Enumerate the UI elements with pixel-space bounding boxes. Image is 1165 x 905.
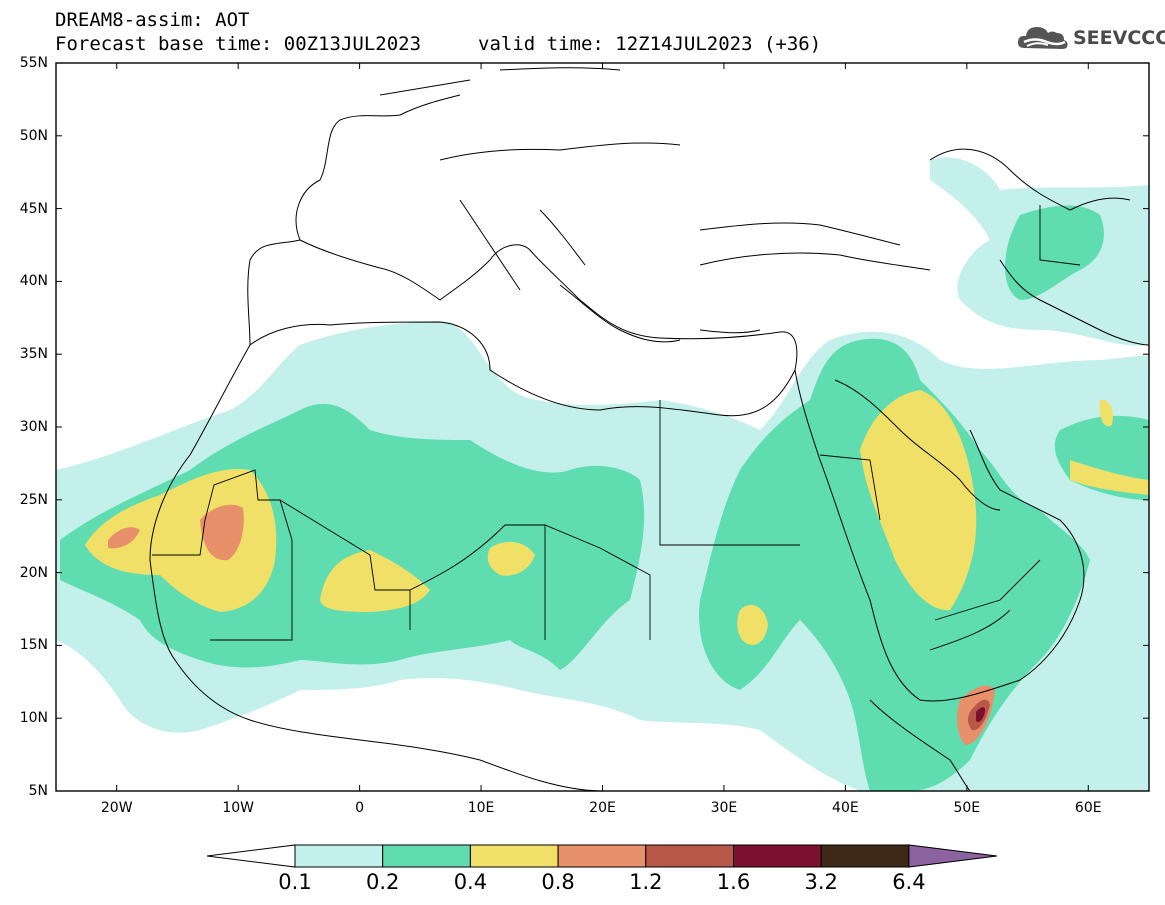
lon-label: 0 — [355, 800, 365, 816]
colorbar-swatch — [294, 844, 384, 868]
colorbar-label: 0.2 — [365, 870, 400, 894]
lat-label: 20N — [19, 564, 48, 581]
colorbar-label: 0.4 — [453, 870, 488, 894]
lat-label: 5N — [28, 783, 48, 799]
colorbar-label: 6.4 — [892, 870, 926, 894]
lat-label: 15N — [19, 637, 48, 654]
map-frame — [55, 62, 1150, 792]
lon-label: 10W — [222, 800, 254, 816]
colorbar-swatch — [382, 844, 471, 868]
lon-label: 10E — [467, 800, 495, 816]
colorbar-swatch — [469, 844, 559, 868]
country-borders — [152, 205, 1081, 651]
lat-label: 30N — [19, 419, 48, 435]
colorbar-under-triangle — [206, 844, 296, 868]
lon-label: 50E — [953, 800, 981, 816]
aot-field — [56, 157, 1149, 791]
colorbar-label: 3.2 — [804, 870, 838, 894]
colorbar-swatch — [645, 844, 734, 868]
seevccc-logo: SEEVCCC — [1015, 22, 1165, 58]
colorbar-swatch — [557, 844, 647, 868]
colorbar-label: 0.1 — [278, 870, 312, 894]
lon-label: 20W — [100, 800, 133, 816]
lon-label: 30E — [710, 800, 738, 816]
coastlines — [149, 67, 1149, 791]
colorbar-swatch — [733, 844, 822, 868]
colorbar — [206, 844, 997, 868]
lat-label: 35N — [19, 346, 48, 363]
colorbar-label: 0.8 — [541, 870, 575, 894]
lon-label: 20E — [589, 800, 616, 816]
colorbar-label: 1.2 — [629, 870, 663, 894]
colorbar-label: 1.6 — [716, 870, 751, 894]
colorbar-swatch — [820, 844, 910, 868]
lat-label: 50N — [19, 127, 48, 144]
lat-label: 10N — [19, 710, 48, 727]
lon-label: 40E — [832, 800, 859, 816]
aot-band-1.6 — [976, 707, 986, 722]
lat-label: 45N — [19, 200, 48, 217]
lat-label: 25N — [19, 491, 48, 508]
lat-label: 40N — [19, 273, 48, 290]
aot-band-0.4 — [85, 390, 1149, 645]
chart-title: DREAM8-assim: AOT — [55, 9, 250, 31]
forecast-base-time: Forecast base time: 00Z13JUL2023 — [55, 33, 422, 55]
colorbar-over-triangle — [908, 844, 997, 868]
lon-label: 60E — [1074, 800, 1102, 816]
valid-time: valid time: 12Z14JUL2023 (+36) — [478, 33, 822, 55]
cloud-icon — [1017, 27, 1068, 49]
lat-label: 55N — [19, 55, 48, 71]
